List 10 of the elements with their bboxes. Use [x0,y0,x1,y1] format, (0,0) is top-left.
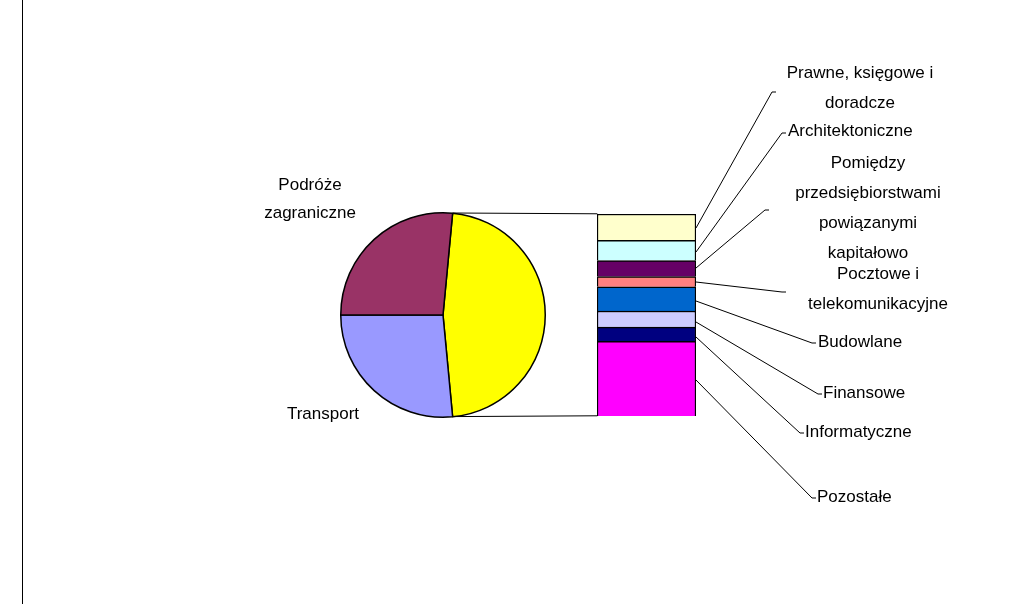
text: Pomiędzy przedsiębiorstwami powiązanymi kapitałowo [795,152,941,262]
text: Pozostałe [817,486,892,506]
text: Architektoniczne [788,120,913,140]
text: Budowlane [818,331,903,351]
slice-label: Transport [286,403,360,423]
text: Pocztowe i telekomunikacyjne [808,263,948,313]
text: Finansowe [823,382,906,402]
text: Informatyczne [805,421,912,441]
slice-label: Podróże zagraniczne [264,174,356,222]
text: Prawne, księgowe i doradcze [786,62,934,112]
